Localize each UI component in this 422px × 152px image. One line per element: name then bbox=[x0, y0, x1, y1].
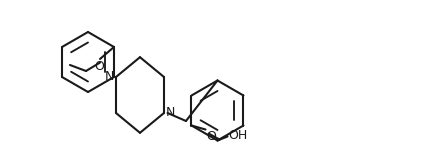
Text: N: N bbox=[105, 71, 114, 83]
Text: O: O bbox=[94, 60, 104, 73]
Text: N: N bbox=[166, 107, 176, 119]
Text: OH: OH bbox=[228, 129, 248, 142]
Text: O: O bbox=[206, 131, 216, 143]
